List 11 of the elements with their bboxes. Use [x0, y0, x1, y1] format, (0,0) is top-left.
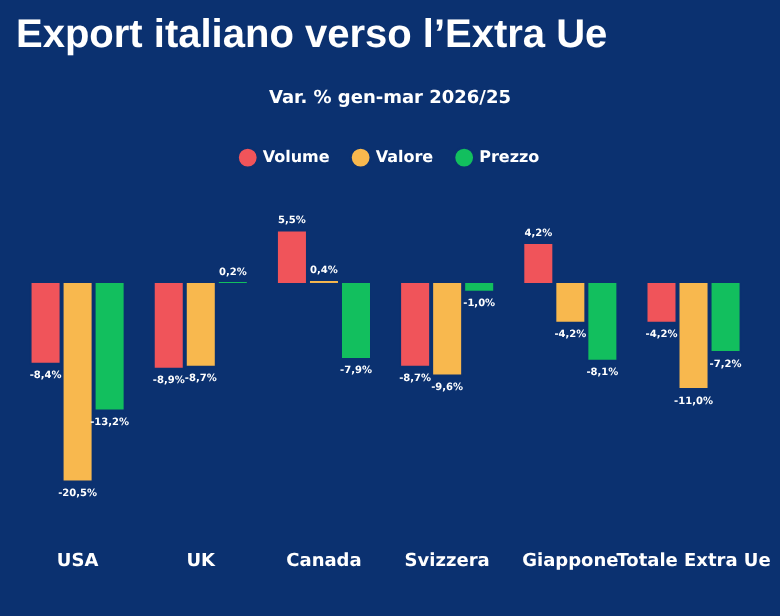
x-tick-label: Giappone: [522, 551, 619, 572]
legend-label: Prezzo: [479, 147, 541, 166]
x-tick-label: Svizzera: [404, 551, 490, 572]
chart-subtitle: Var. % gen-mar 2026/25: [269, 89, 511, 110]
x-tick-label: Totale Extra Ue: [616, 551, 771, 572]
x-tick-label: UK: [186, 551, 218, 572]
legend-label: Valore: [375, 147, 435, 166]
chart-title: Export italiano verso l’Extra Ue: [16, 13, 608, 58]
legend-label: Volume: [262, 147, 331, 166]
x-tick-label: USA: [56, 551, 99, 572]
x-tick-label: Canada: [286, 551, 362, 572]
